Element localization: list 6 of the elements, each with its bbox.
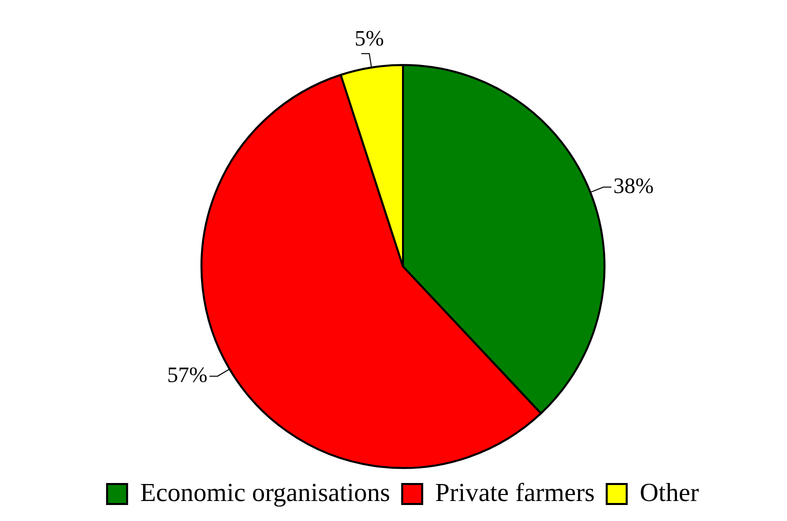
legend-label: Private farmers [435, 478, 595, 507]
legend-label: Other [640, 478, 700, 507]
data-label: 57% [167, 362, 208, 387]
data-label: 38% [613, 172, 654, 198]
data-label: 5% [354, 25, 384, 50]
legend-label: Economic organisations [140, 478, 390, 507]
